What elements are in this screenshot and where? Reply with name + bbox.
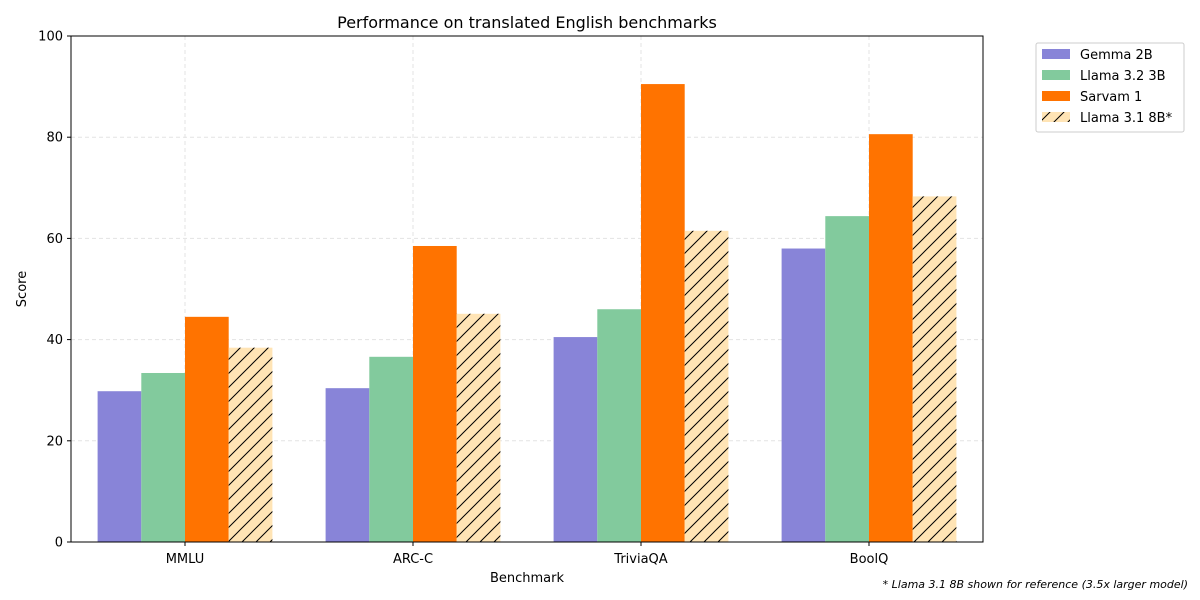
bar <box>869 134 913 542</box>
bar <box>97 391 142 542</box>
y-ticks: 0 20 40 60 80 100 <box>38 30 71 551</box>
legend: Gemma 2B Llama 3.2 3B Sarvam 1 Llama 3.1 8B… <box>1035 42 1185 133</box>
x-tick-label: MMLU <box>166 552 205 567</box>
legend-label: Llama 3.1 8B* <box>1080 111 1173 126</box>
y-axis-label: Score <box>15 271 30 307</box>
legend-label: Llama 3.2 3B <box>1080 69 1166 84</box>
legend-swatch <box>1042 70 1070 80</box>
legend-label: Gemma 2B <box>1080 48 1153 63</box>
axes <box>70 35 984 543</box>
bar <box>597 309 641 542</box>
chart-title: Performance on translated English benchm… <box>337 13 717 32</box>
bar <box>185 316 229 542</box>
footnote: * Llama 3.1 8B shown for reference (3.5x… <box>883 578 1188 591</box>
x-ticks: MMLU ARC-C TriviaQA BoolQ <box>166 542 889 567</box>
y-tick-label: 80 <box>46 131 63 146</box>
bar <box>781 248 826 542</box>
y-tick-label: 60 <box>46 232 63 247</box>
legend-swatch <box>1042 49 1070 59</box>
bar <box>369 356 413 542</box>
bar <box>325 388 370 542</box>
x-axis-label: Benchmark <box>490 571 565 586</box>
bar-hatch <box>684 230 729 542</box>
x-tick-label: BoolQ <box>850 552 889 567</box>
y-tick-label: 20 <box>46 434 63 449</box>
bar-hatch <box>912 196 957 543</box>
bar-hatch <box>456 313 501 542</box>
bar-hatch <box>228 347 273 542</box>
plot-frame <box>70 35 984 543</box>
x-tick-label: TriviaQA <box>613 552 667 567</box>
legend-frame <box>1035 42 1185 133</box>
legend-swatch-hatch <box>1042 112 1070 122</box>
bar <box>141 372 185 542</box>
legend-swatch <box>1042 91 1070 101</box>
bar <box>553 337 598 542</box>
legend-label: Sarvam 1 <box>1080 90 1142 105</box>
bar <box>413 245 457 543</box>
bars <box>97 84 957 543</box>
x-tick-label: ARC-C <box>393 552 433 567</box>
y-tick-label: 40 <box>46 333 63 348</box>
y-tick-label: 100 <box>38 30 63 45</box>
y-tick-label: 0 <box>55 536 63 551</box>
bar <box>825 216 869 543</box>
bar <box>641 84 685 542</box>
